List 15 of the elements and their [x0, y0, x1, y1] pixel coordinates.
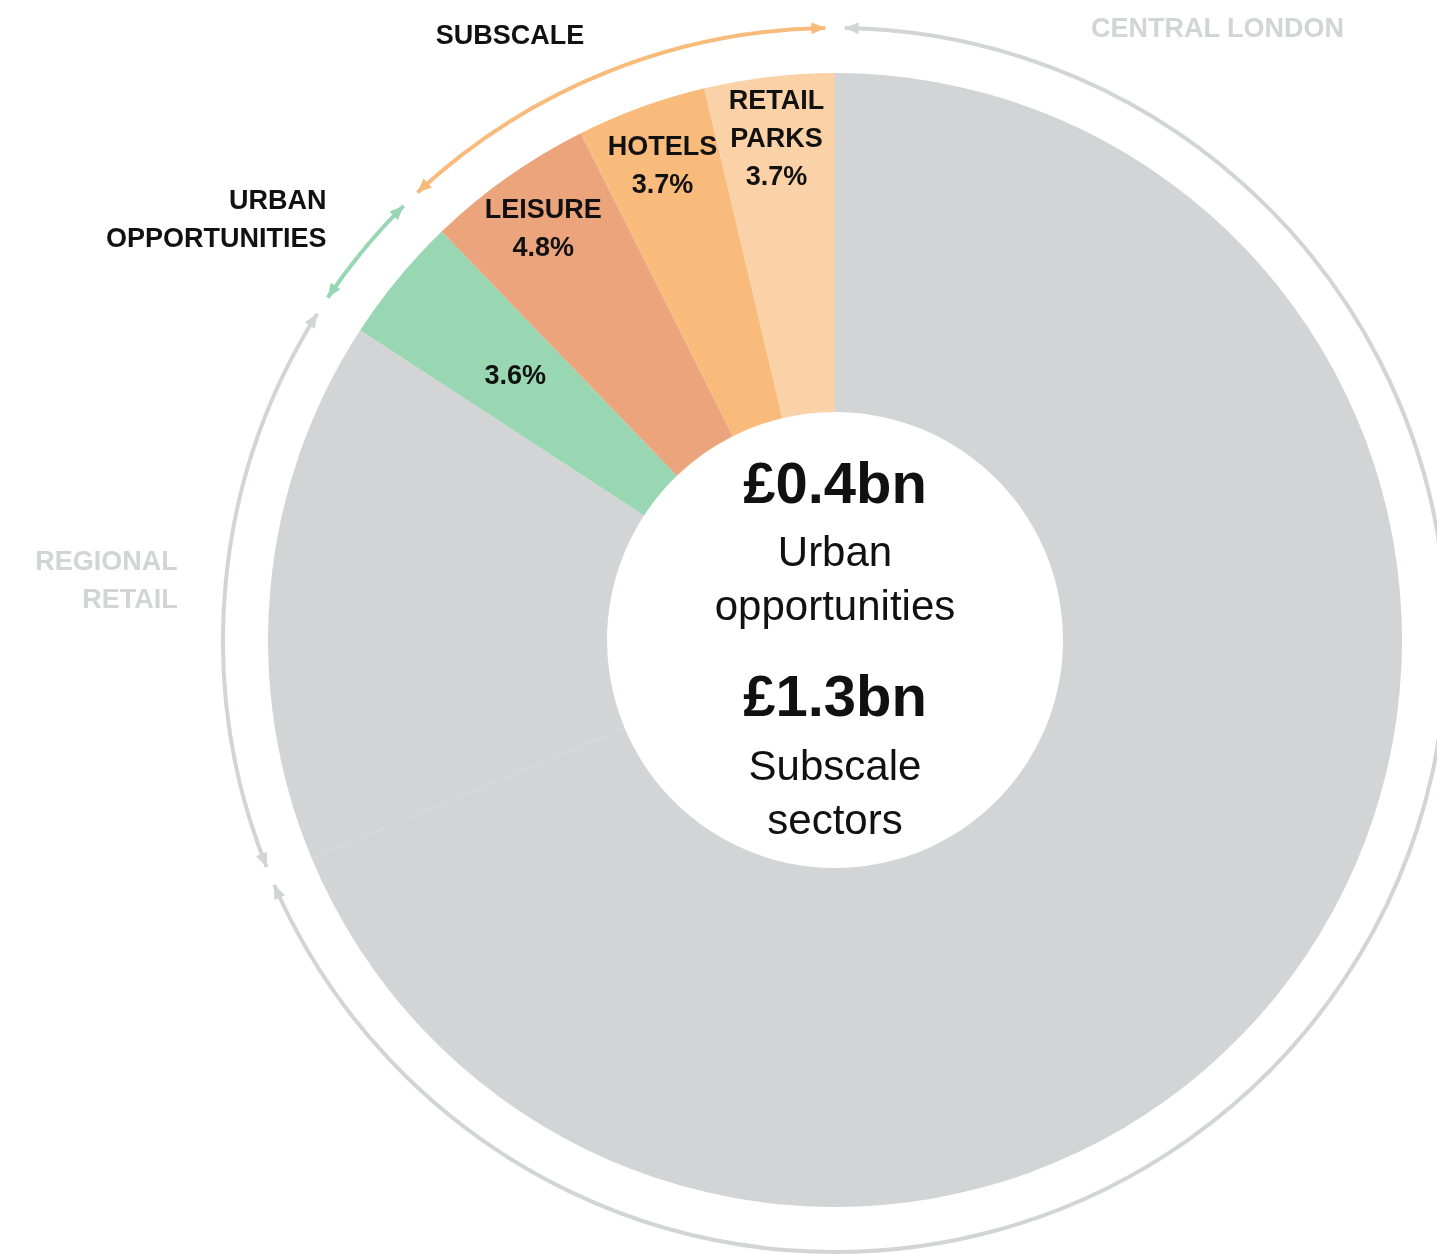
- donut-slice: [441, 133, 733, 476]
- data-label: 3.7%: [745, 161, 808, 192]
- slice-label: RETAIL PARKS: [728, 85, 825, 154]
- text: Urban opportunities: [714, 528, 956, 629]
- text: £1.3bn: [743, 663, 927, 728]
- legend-label: URBAN OPPORTUNITIES: [105, 185, 327, 254]
- text: SUBSCALE: [435, 20, 585, 50]
- donut-slice: [360, 231, 677, 516]
- data-label: 4.8%: [512, 231, 575, 262]
- text: £0.4bn: [743, 450, 927, 515]
- text: Subscale sectors: [748, 742, 922, 843]
- slice-label: HOTELS: [607, 131, 718, 162]
- slice-label: LEISURE: [484, 193, 602, 224]
- data-label: 3.7%: [631, 169, 694, 200]
- data-label: 3.6%: [484, 360, 547, 391]
